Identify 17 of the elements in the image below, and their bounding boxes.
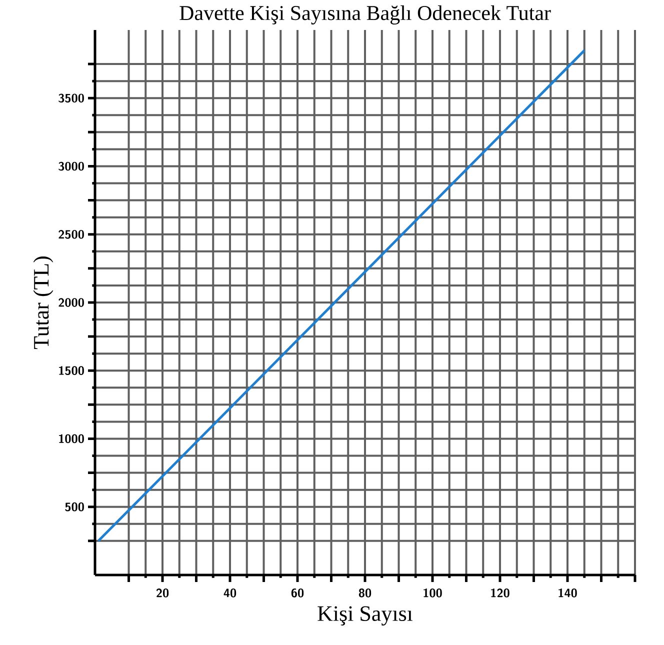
y-tick-label: 3000 <box>58 162 84 171</box>
chart-title: Davette Kişi Sayısına Bağlı Odenecek Tutar <box>180 5 551 24</box>
y-tick-label: 2500 <box>58 230 84 239</box>
y-tick-label: 3500 <box>58 94 84 103</box>
y-tick-label: 1500 <box>58 366 84 376</box>
x-tick-label: 20 <box>156 588 169 598</box>
x-tick-label: 120 <box>491 588 510 598</box>
x-tick-label: 140 <box>558 588 577 598</box>
x-tick-label: 40 <box>224 588 236 598</box>
y-tick-label: 1000 <box>58 434 84 444</box>
x-tick-label: 80 <box>358 588 372 598</box>
y-axis-title: Tutar (TL) <box>33 256 54 350</box>
y-tick-label: 2000 <box>58 298 84 307</box>
x-tick-label: 100 <box>424 588 442 598</box>
x-axis-title: Kişi Sayısı <box>318 606 413 626</box>
y-tick-label: 500 <box>65 502 84 512</box>
x-tick-label: 60 <box>291 588 304 598</box>
